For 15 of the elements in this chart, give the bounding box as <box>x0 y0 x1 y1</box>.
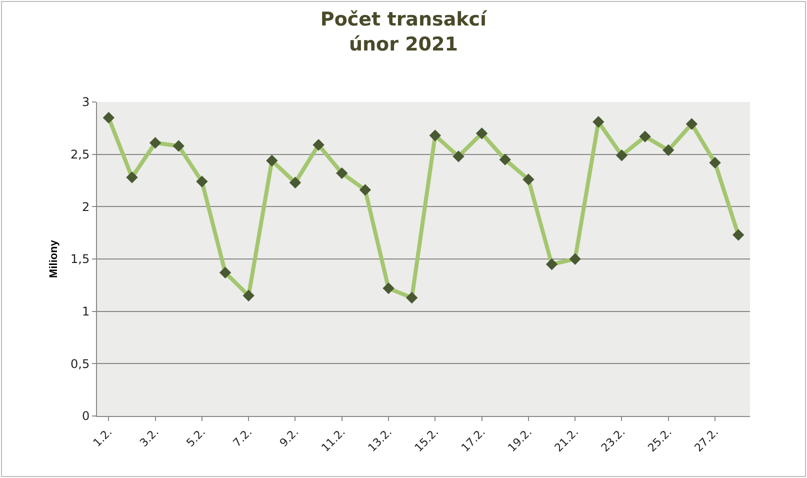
y-axis-title: Miliony <box>48 239 60 278</box>
y-tick-label: 0 <box>82 409 90 424</box>
x-tick-label: 5.2. <box>184 426 208 450</box>
y-tick-label: 2 <box>82 200 90 214</box>
x-tick-label: 1.2. <box>90 426 115 450</box>
y-tick-label: 2,5 <box>70 148 90 162</box>
x-tick-label: 7.2. <box>230 426 255 450</box>
chart-title: Počet transakcí <box>320 8 488 31</box>
y-tick-label: 3 <box>82 95 90 110</box>
x-tick-label: 9.2. <box>277 426 302 450</box>
y-tick-label: 0,5 <box>70 356 90 371</box>
y-tick-label: 1,5 <box>70 252 90 266</box>
chart-subtitle: únor 2021 <box>349 33 458 56</box>
y-tick-label: 1 <box>82 304 90 319</box>
x-tick-label: 3.2. <box>137 426 162 450</box>
